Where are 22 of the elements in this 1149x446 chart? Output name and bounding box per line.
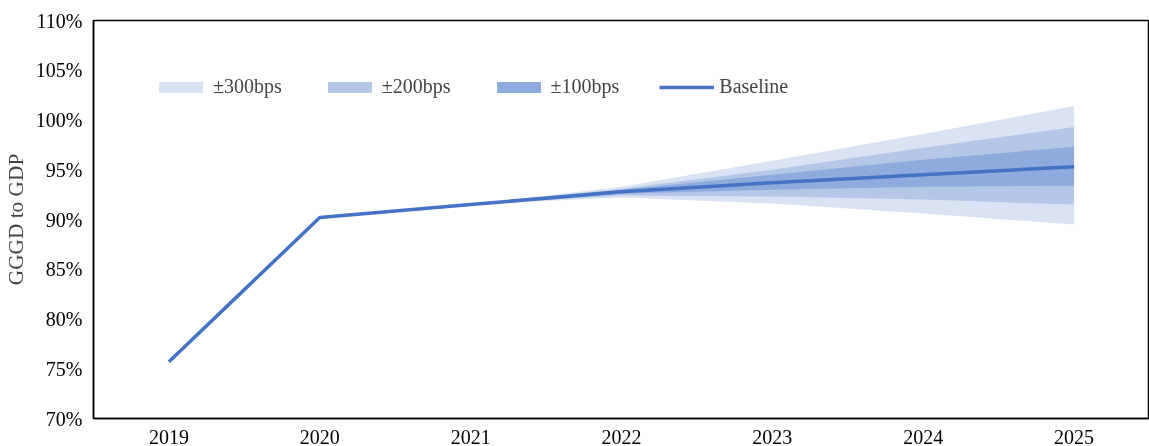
line-series <box>167 165 1076 364</box>
y-tick-label: 70% <box>45 407 83 430</box>
y-axis-title: GGGD to GDP <box>3 153 28 286</box>
legend-label: ±300bps <box>213 75 282 98</box>
y-tick-label: 95% <box>45 158 83 181</box>
x-tick-label: 2025 <box>1054 425 1095 446</box>
x-tick-label: 2023 <box>752 425 793 446</box>
x-tick-label: 2024 <box>903 425 944 446</box>
y-tick-label: 110% <box>36 9 83 32</box>
x-tick-label: 2022 <box>601 425 642 446</box>
y-tick-label: 105% <box>35 59 83 82</box>
y-tick-label: 85% <box>45 258 83 281</box>
x-tick-label: 2021 <box>450 425 491 446</box>
legend-label: ±200bps <box>381 75 451 98</box>
y-tick-label: 100% <box>35 109 83 131</box>
y-tick-label: 90% <box>45 208 83 231</box>
y-tick-label: 75% <box>45 357 83 380</box>
legend-label: Baseline <box>719 75 789 98</box>
x-tick-label: 2020 <box>299 425 340 446</box>
y-tick-label: 80% <box>45 308 83 330</box>
x-tick-label: 2019 <box>148 425 189 446</box>
legend-label: ±100bps <box>550 75 620 98</box>
